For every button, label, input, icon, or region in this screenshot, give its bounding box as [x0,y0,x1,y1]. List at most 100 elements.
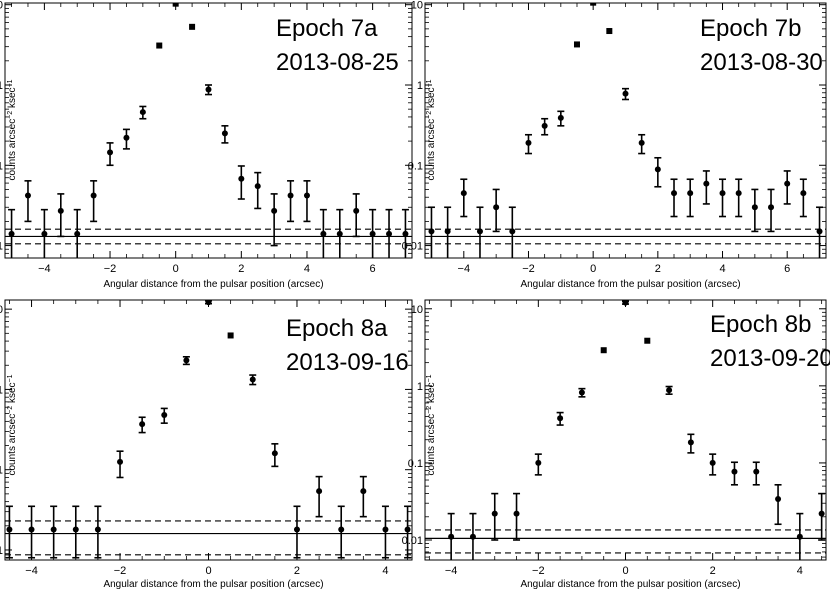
panel-1: −4 −2 0 2 4 6 0.01 0.1 1 10 Angular distance from … [0,0,413,290]
data-point [800,190,807,197]
panel-title: Epoch 8b [710,311,811,338]
data-point [460,190,467,197]
x-tick-label: −2 [114,565,127,577]
data-point [74,230,81,237]
data-point [719,190,726,197]
data-point [254,183,261,190]
y-tick-label: 1 [417,381,423,393]
panel-title: Epoch 7b [700,15,801,42]
data-points [8,3,409,258]
data-point [768,204,775,211]
x-tick-label: 4 [382,565,388,577]
data-point [238,175,245,182]
data-point [469,533,476,540]
x-tick-label: 0 [622,565,628,577]
data-point [316,488,323,495]
data-point [509,228,516,235]
data-point [402,230,409,237]
plot-frame [424,299,827,561]
x-tick-label: 4 [719,263,725,275]
data-point [525,139,532,146]
data-point [8,230,15,237]
data-point [382,526,389,533]
data-point [735,190,742,197]
y-tick-label: 0.01 [402,535,423,547]
data-point [671,190,678,197]
x-axis-label: Angular distance from the pulsar positio… [103,279,323,290]
data-point [557,114,564,121]
data-point [271,207,278,214]
data-point [320,230,327,237]
x-tick-label: −2 [532,565,545,577]
y-tick-label: 1 [417,80,423,92]
data-point [94,526,101,533]
x-tick-label: 0 [173,263,179,275]
data-point [796,533,803,540]
data-point [183,357,190,364]
x-tick-label: 4 [797,565,803,577]
data-point [249,376,256,383]
x-tick-label: 2 [655,263,661,275]
data-point [491,510,498,517]
data-point-square [606,28,613,35]
y-tick-label: 0.01 [0,241,3,253]
data-points [5,300,412,559]
y-tick-label: 1 [0,80,3,92]
data-point [41,230,48,237]
data-point [687,190,694,197]
panel-date: 2013-09-20 [710,345,830,372]
data-point [336,230,343,237]
data-point [139,109,146,116]
data-point [753,468,760,475]
panel-title: Epoch 7a [276,15,378,42]
data-point [221,130,228,137]
x-tick-label: 2 [238,263,244,275]
y-tick-label: 1 [0,384,3,396]
x-tick-label: −4 [445,565,458,577]
x-tick-label: 0 [590,263,596,275]
x-tick-label: −4 [38,263,51,275]
data-point [709,459,716,466]
data-point-square [227,332,234,339]
x-tick-label: −2 [104,263,117,275]
x-axis-label: Angular distance from the pulsar positio… [103,579,323,590]
data-point [303,192,310,199]
y-tick-label: 10 [0,0,3,12]
y-tick-label: 0.01 [0,545,3,557]
data-point [50,526,57,533]
x-axis-label: Angular distance from the pulsar positio… [520,279,740,290]
data-point [818,510,825,517]
data-point [493,204,500,211]
data-point [541,122,548,129]
data-point [271,450,278,457]
data-point [123,134,130,141]
data-point [57,207,64,214]
x-axis-label: Angular distance from the pulsar positio… [520,579,740,590]
data-point-square [156,42,163,49]
data-point-square [600,347,607,354]
y-tick-label: 0.1 [0,465,3,477]
data-point [369,230,376,237]
panel-date: 2013-09-16 [286,349,409,376]
data-point [654,166,661,173]
data-point [24,192,31,199]
y-tick-label: 10 [0,304,3,316]
data-point [6,526,13,533]
data-points [427,3,824,258]
data-point [72,526,79,533]
data-point [90,192,97,199]
data-point-square [644,337,651,344]
data-point [557,415,564,422]
data-point [513,510,520,517]
y-tick-label: 0.1 [408,458,423,470]
panel-date: 2013-08-30 [700,49,823,76]
data-point [404,526,411,533]
x-tick-label: 6 [784,263,790,275]
data-point [444,228,451,235]
y-tick-label: 0.01 [402,241,423,253]
data-point [205,86,212,93]
x-tick-label: −2 [522,263,535,275]
data-point [578,389,585,396]
x-tick-label: −4 [25,565,38,577]
